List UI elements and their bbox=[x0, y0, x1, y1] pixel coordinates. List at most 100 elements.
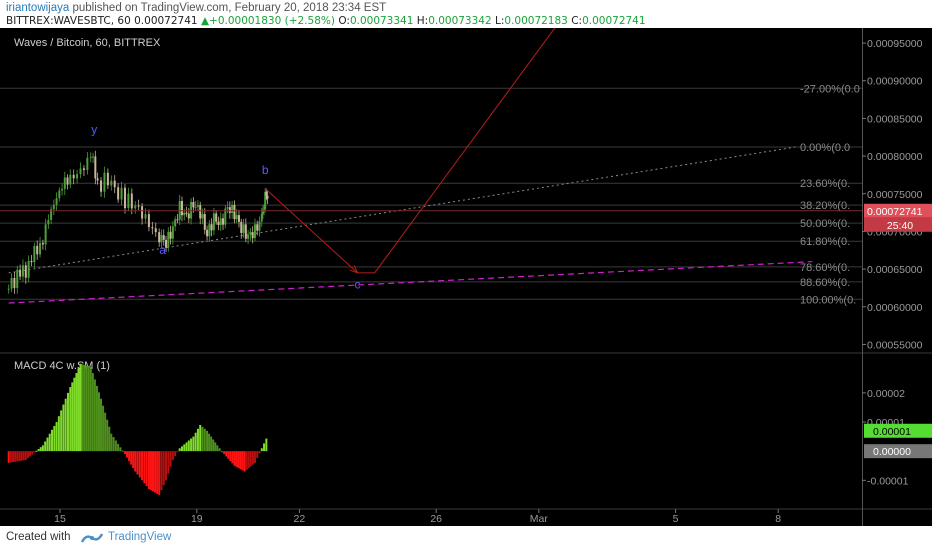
time-axis-label: 15 bbox=[54, 513, 66, 525]
tradingview-brand[interactable]: TradingView bbox=[108, 531, 172, 543]
macd-bar bbox=[37, 448, 40, 452]
macd-bar bbox=[46, 437, 49, 452]
macd-bar bbox=[85, 365, 88, 452]
macd-bar bbox=[212, 439, 215, 452]
macd-bar bbox=[55, 422, 58, 452]
macd-bar bbox=[174, 451, 177, 457]
macd-bar bbox=[110, 433, 113, 452]
candle-body bbox=[63, 177, 66, 189]
open-value: 0.00073341 bbox=[349, 15, 414, 27]
high-label: H: bbox=[416, 15, 429, 27]
last-price-label: 0.00072741 bbox=[867, 206, 923, 218]
macd-bar bbox=[41, 445, 44, 452]
candle-body bbox=[256, 224, 259, 231]
fib-level-label: 100.00%(0. bbox=[800, 294, 856, 306]
macd-bar bbox=[39, 447, 42, 452]
macd-bar bbox=[235, 451, 238, 467]
candle-body bbox=[96, 178, 99, 181]
candle-body bbox=[47, 219, 50, 225]
candle-body bbox=[127, 193, 130, 209]
candle-body bbox=[27, 260, 30, 278]
candle-body bbox=[261, 211, 264, 214]
candle-body bbox=[86, 157, 89, 171]
macd-bar bbox=[31, 451, 34, 455]
projection-arrowhead bbox=[349, 265, 359, 274]
candle-body bbox=[165, 239, 168, 248]
candle-body bbox=[231, 204, 234, 213]
macd-bar bbox=[158, 451, 161, 495]
price-axis-label: 0.00085000 bbox=[867, 113, 923, 125]
macd-bar bbox=[64, 398, 67, 452]
macd-bar bbox=[83, 364, 86, 452]
macd-bar bbox=[26, 451, 29, 459]
candle-body bbox=[196, 205, 199, 207]
last-price-badge bbox=[864, 203, 932, 218]
candle-body bbox=[219, 218, 222, 226]
macd-bar bbox=[35, 450, 38, 452]
candle-body bbox=[39, 242, 42, 255]
fib-level-label: 38.20%(0. bbox=[800, 200, 850, 212]
macd-bar bbox=[201, 426, 204, 452]
macd-bar bbox=[114, 440, 117, 452]
macd-value-label: 0.00001 bbox=[873, 426, 911, 438]
candle-body bbox=[151, 227, 154, 229]
author-link[interactable]: iriantowijaya bbox=[6, 2, 70, 14]
candle-body bbox=[199, 205, 202, 219]
candle-body bbox=[224, 208, 227, 225]
macd-bar bbox=[180, 446, 183, 452]
wave-label: a bbox=[159, 243, 166, 257]
candle-body bbox=[263, 209, 266, 212]
candle-body bbox=[158, 232, 161, 243]
candle-body bbox=[210, 224, 213, 231]
macd-bar bbox=[48, 433, 51, 452]
macd-bar bbox=[220, 451, 223, 453]
chart-canvas[interactable]: -27.00%(0.00.00%(0.023.60%(0.38.20%(0.50… bbox=[0, 28, 932, 526]
macd-bar bbox=[14, 451, 17, 462]
created-with-text: Created with bbox=[6, 531, 71, 543]
candle-body bbox=[41, 242, 44, 245]
macd-bar bbox=[71, 382, 74, 452]
macd-bar bbox=[253, 451, 256, 463]
candle-body bbox=[215, 213, 218, 222]
macd-bar bbox=[108, 426, 111, 452]
macd-bar bbox=[162, 451, 165, 486]
macd-bar bbox=[223, 451, 226, 455]
candle-body bbox=[89, 157, 92, 159]
macd-bar bbox=[203, 428, 206, 452]
macd-bar bbox=[20, 451, 23, 461]
candle-body bbox=[92, 156, 95, 158]
wave-label: c bbox=[355, 278, 361, 292]
macd-bar bbox=[81, 364, 84, 452]
price-axis-label: 0.00055000 bbox=[867, 339, 923, 351]
macd-bar bbox=[7, 451, 10, 463]
candle-body bbox=[21, 265, 24, 277]
candle-body bbox=[242, 224, 245, 233]
candle-body bbox=[247, 234, 250, 239]
countdown-badge bbox=[864, 217, 932, 232]
candle-body bbox=[265, 191, 268, 196]
candle-body bbox=[169, 231, 172, 239]
candle-body bbox=[180, 201, 183, 216]
macd-bar bbox=[91, 373, 94, 452]
macd-bar bbox=[89, 366, 92, 452]
macd-bar bbox=[167, 451, 170, 474]
candle-body bbox=[61, 188, 64, 191]
macd-bar bbox=[176, 451, 179, 453]
candle-body bbox=[264, 191, 267, 210]
macd-bar bbox=[16, 451, 19, 462]
macd-bar bbox=[231, 451, 234, 464]
candle-body bbox=[36, 245, 39, 255]
macd-bar bbox=[53, 425, 56, 452]
candle-body bbox=[94, 156, 97, 179]
macd-bar bbox=[249, 451, 252, 467]
wave-label: b bbox=[262, 163, 269, 177]
macd-axis-label: 0.00002 bbox=[867, 388, 905, 400]
macd-bar bbox=[44, 441, 47, 452]
macd-bar bbox=[77, 368, 80, 452]
fib-level-label: 0.00%(0.0 bbox=[800, 142, 850, 154]
publication-info: iriantowijaya published on TradingView.c… bbox=[6, 2, 386, 14]
candle-body bbox=[217, 221, 220, 226]
fib-level-label: -27.00%(0.0 bbox=[800, 83, 860, 95]
candle-body bbox=[228, 207, 231, 213]
candle-body bbox=[24, 265, 27, 278]
